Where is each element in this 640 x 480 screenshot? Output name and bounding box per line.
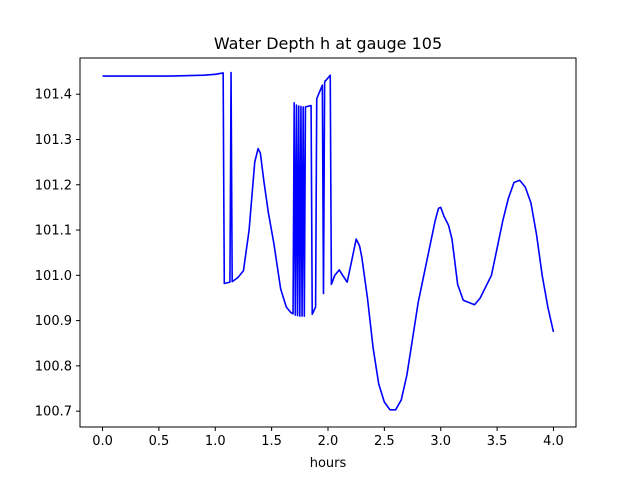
y-tick-label: 100.8 (35, 359, 72, 374)
y-tick-label: 101.1 (35, 224, 72, 239)
x-axis-label: hours (310, 456, 347, 471)
y-tick-label: 101.3 (35, 133, 72, 148)
y-tick-label: 100.9 (35, 314, 72, 329)
y-tick-label: 100.7 (35, 405, 72, 420)
x-tick-label: 4.0 (543, 434, 564, 449)
x-tick-label: 1.0 (205, 434, 226, 449)
y-tick-label: 101.4 (35, 88, 72, 103)
y-axis: 100.7 100.8 100.9 101.0 101.1 101.2 101.3 101.4 (35, 88, 80, 420)
plot-area (102, 71, 555, 411)
x-tick-label: 0.0 (92, 434, 113, 449)
x-axis: 0.0 0.5 1.0 1.5 2.0 2.5 3.0 3.5 4.0 (92, 427, 564, 449)
x-tick-label: 3.0 (430, 434, 451, 449)
y-tick-label: 101.0 (35, 269, 72, 284)
chart-title: Water Depth h at gauge 105 (214, 34, 442, 53)
y-tick-label: 101.2 (35, 178, 72, 193)
series-line (102, 71, 555, 411)
x-tick-label: 1.5 (261, 434, 282, 449)
x-tick-label: 2.0 (318, 434, 339, 449)
x-tick-label: 2.5 (374, 434, 395, 449)
x-tick-label: 3.5 (487, 434, 508, 449)
x-tick-label: 0.5 (149, 434, 170, 449)
